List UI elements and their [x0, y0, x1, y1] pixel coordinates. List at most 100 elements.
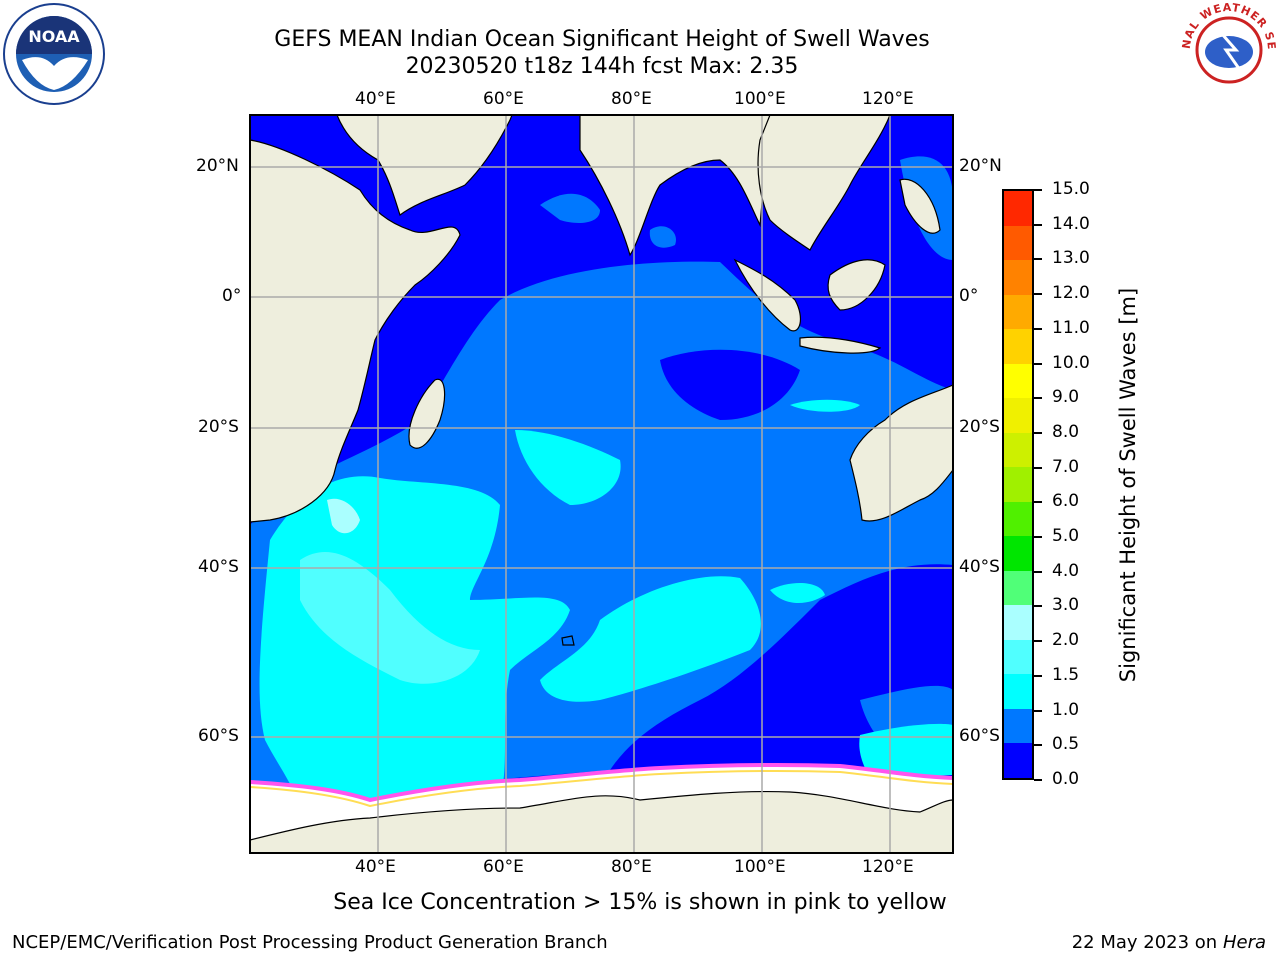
lat-label-right-60s: 60°S: [959, 726, 1000, 746]
colorbar-tick-mark: [1034, 397, 1042, 400]
colorbar-segment: [1004, 570, 1032, 606]
colorbar-segment: [1004, 432, 1032, 468]
swell-bay-of-bengal: [649, 226, 676, 248]
colorbar-tick-mark: [1034, 674, 1042, 677]
colorbar-tick-mark: [1034, 258, 1042, 261]
colorbar-tick-label: 0.5: [1052, 734, 1080, 755]
colorbar-tick-label: 12.0: [1052, 283, 1090, 304]
lat-label-left-0: 0°: [222, 286, 242, 306]
lat-label-left-60s: 60°S: [198, 726, 239, 746]
java-land: [799, 336, 882, 354]
lon-label-bottom-80e: 80°E: [611, 857, 652, 877]
colorbar-tick-label: 5.0: [1052, 526, 1080, 547]
lat-label-right-40s: 40°S: [959, 557, 1000, 577]
swell-2.0-3.0: [327, 498, 360, 534]
swell-cyan-patch-south: [770, 583, 825, 604]
colorbar-tick-label: 1.5: [1052, 664, 1080, 685]
lon-label-top-40e: 40°E: [355, 89, 396, 109]
sea-ice-edge-yellow: [250, 769, 953, 808]
colorbar-segment: [1004, 260, 1032, 295]
colorbar-tick-mark: [1034, 362, 1042, 365]
colorbar-tick-label: 14.0: [1052, 213, 1090, 234]
gridlines: [250, 115, 953, 853]
nws-logo: NATIONAL WEATHER SERVICE: [1178, 0, 1277, 98]
lon-label-top-60e: 60°E: [483, 89, 524, 109]
swell-cyan-patch-east: [790, 399, 860, 412]
colorbar-tick-label: 11.0: [1052, 317, 1090, 338]
colorbar-tick-label: 13.0: [1052, 248, 1090, 269]
colorbar-tick-mark: [1034, 605, 1042, 608]
swell-arabian-sea: [540, 193, 600, 223]
map-subtitle: 20230520 t18z 144h fcst Max: 2.35: [405, 54, 799, 79]
colorbar-tick-label: 3.0: [1052, 595, 1080, 616]
colorbar-segment: [1004, 536, 1032, 571]
lat-label-right-0: 0°: [959, 286, 979, 306]
madagascar-land: [408, 378, 446, 449]
lon-label-top-80e: 80°E: [611, 89, 652, 109]
southeast-asia-land: [757, 115, 891, 251]
colorbar-segment: [1004, 743, 1032, 778]
footer-producer: NCEP/EMC/Verification Post Processing Pr…: [12, 932, 608, 953]
colorbar-tick-mark: [1034, 570, 1042, 573]
map-title: GEFS MEAN Indian Ocean Significant Heigh…: [274, 27, 930, 52]
lon-label-bottom-100e: 100°E: [734, 857, 786, 877]
colorbar-tick-label: 2.0: [1052, 630, 1080, 651]
colorbar-segment: [1004, 363, 1032, 399]
colorbar-tick-mark: [1034, 709, 1042, 712]
africa-land: [250, 139, 461, 523]
india-land: [579, 115, 771, 257]
colorbar-tick-label: 7.0: [1052, 456, 1080, 477]
colorbar-segment: [1004, 467, 1032, 502]
footer-date: 22 May 2023 on Hera: [1072, 932, 1266, 953]
colorbar-tick-label: 15.0: [1052, 179, 1090, 199]
lat-label-left-40s: 40°S: [198, 557, 239, 577]
colorbar-segment: [1004, 294, 1032, 330]
lat-label-left-20s: 20°S: [198, 417, 239, 437]
lat-label-right-20s: 20°S: [959, 417, 1000, 437]
swell-1.0-1.5-south-central: [540, 576, 761, 702]
kerguelen-island: [561, 635, 575, 646]
lat-label-left-20n: 20°N: [196, 156, 239, 176]
colorbar-tick-label: 6.0: [1052, 491, 1080, 512]
sea-ice-edge: [250, 762, 953, 803]
colorbar-tick-mark: [1034, 327, 1042, 330]
swell-1.0-1.5-central: [515, 430, 621, 505]
colorbar-tick-mark: [1034, 640, 1042, 643]
colorbar-tick-mark: [1034, 189, 1042, 191]
colorbar-segment: [1004, 674, 1032, 709]
footer-date-text: 22 May 2023 on: [1071, 932, 1218, 953]
colorbar-segment: [1004, 225, 1032, 261]
colorbar-tick-mark: [1034, 501, 1042, 504]
colorbar-tick-mark: [1034, 744, 1042, 747]
lon-label-bottom-120e: 120°E: [862, 857, 914, 877]
colorbar-segment: [1004, 639, 1032, 675]
australia-land: [849, 384, 953, 522]
lon-label-top-120e: 120°E: [862, 89, 914, 109]
colorbar-segment: [1004, 398, 1032, 433]
colorbar-tick-label: 8.0: [1052, 421, 1080, 442]
noaa-logo: NOAA: [3, 3, 105, 105]
footer-machine: Hera: [1222, 932, 1266, 953]
colorbar-tick-label: 0.0: [1052, 769, 1080, 789]
swell-1.5-2.0: [300, 551, 480, 684]
sea-ice-note: Sea Ice Concentration > 15% is shown in …: [333, 890, 947, 915]
colorbar-tick-mark: [1034, 431, 1042, 434]
lon-label-top-100e: 100°E: [734, 89, 786, 109]
colorbar-tick-label: 10.0: [1052, 352, 1090, 373]
map-frame: [249, 114, 954, 854]
colorbar-segment: [1004, 329, 1032, 364]
colorbar-tick-label: 9.0: [1052, 387, 1080, 408]
swell-low-pocket: [660, 349, 800, 420]
colorbar-segment: [1004, 501, 1032, 537]
arabia-land: [250, 115, 513, 216]
colorbar-segment: [1004, 605, 1032, 640]
lat-label-right-20n: 20°N: [959, 156, 1002, 176]
colorbar-tick-label: 1.0: [1052, 699, 1080, 720]
noaa-logo-text: NOAA: [28, 27, 80, 46]
colorbar-segment: [1004, 190, 1032, 226]
colorbar-label: Significant Height of Swell Waves [m]: [1116, 287, 1140, 683]
lon-label-bottom-60e: 60°E: [483, 857, 524, 877]
colorbar-tick-mark: [1034, 536, 1042, 539]
colorbar-tick-mark: [1034, 293, 1042, 296]
